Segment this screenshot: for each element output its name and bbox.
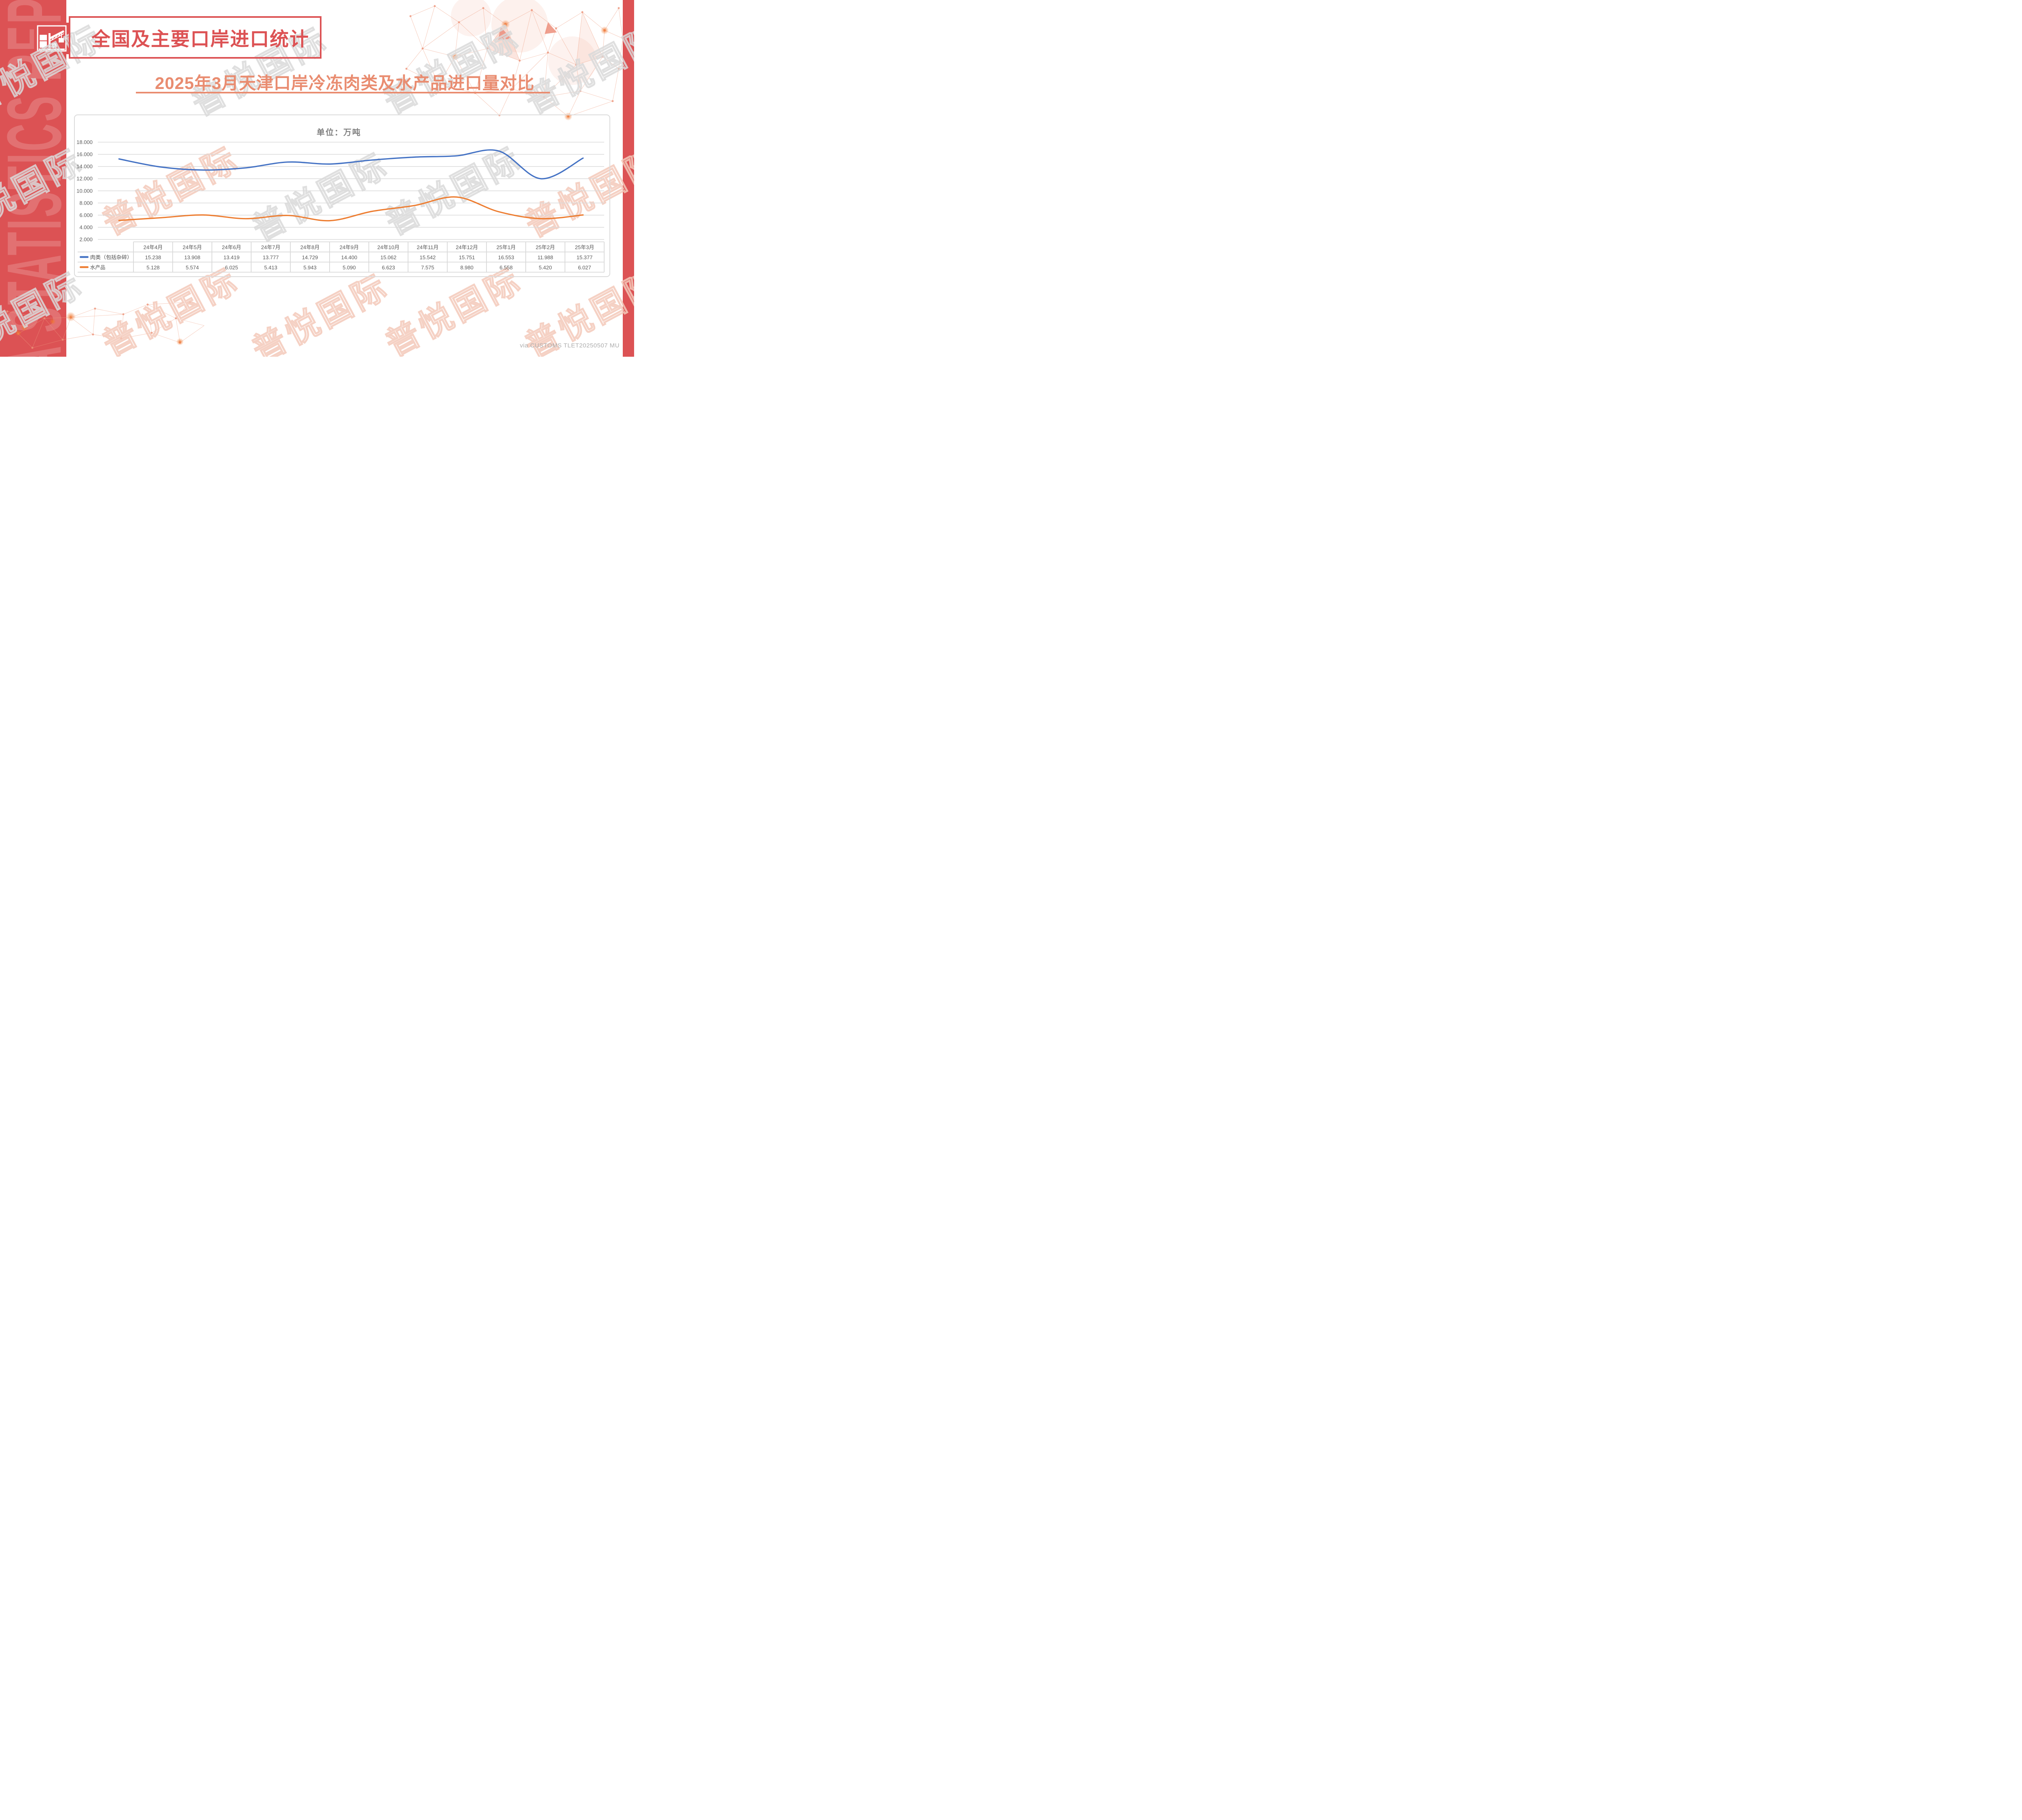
table-value-cell: 5.574 bbox=[186, 265, 199, 271]
table-header-cell: 25年2月 bbox=[536, 244, 555, 250]
chart-subtitle: 2025年3月天津口岸冷冻肉类及水产品进口量对比 bbox=[155, 74, 535, 93]
table-value-cell: 5.090 bbox=[343, 265, 356, 271]
legend-label: 水产品 bbox=[90, 265, 106, 271]
title-box: 全国及主要口岸进口统计 bbox=[69, 16, 321, 59]
y-axis-label: 16.000 bbox=[76, 151, 93, 157]
table-value-cell: 16.553 bbox=[498, 254, 514, 260]
table-value-cell: 5.943 bbox=[303, 265, 317, 271]
table-value-cell: 5.413 bbox=[264, 265, 277, 271]
table-header-cell: 25年3月 bbox=[575, 244, 594, 250]
legend-label: 肉类（包括杂碎） bbox=[90, 254, 132, 260]
subtitle-underline bbox=[136, 92, 550, 93]
network-mesh-decoration-top-right bbox=[405, 0, 624, 121]
series-line-0 bbox=[118, 149, 584, 180]
y-axis-label: 10.000 bbox=[76, 188, 93, 194]
table-header-cell: 24年8月 bbox=[300, 244, 320, 250]
table-header-cell: 24年12月 bbox=[456, 244, 478, 250]
table-header-cell: 25年1月 bbox=[497, 244, 516, 250]
slide-canvas: DATA STATISTICS REPORT bbox=[0, 0, 634, 357]
y-axis-label: 8.000 bbox=[79, 200, 93, 206]
table-value-cell: 14.729 bbox=[302, 254, 318, 260]
y-axis-label: 12.000 bbox=[76, 176, 93, 182]
y-axis-label: 18.000 bbox=[76, 139, 93, 145]
source-credit: via CUSTOMS TLET20250507 MU bbox=[520, 342, 620, 349]
port-crane-icon bbox=[34, 23, 70, 54]
table-value-cell: 5.420 bbox=[539, 265, 552, 271]
table-value-cell: 15.238 bbox=[145, 254, 161, 260]
table-value-cell: 15.377 bbox=[577, 254, 593, 260]
table-header-cell: 24年6月 bbox=[222, 244, 241, 250]
table-value-cell: 13.419 bbox=[224, 254, 240, 260]
table-value-cell: 13.777 bbox=[263, 254, 279, 260]
chart-panel-background bbox=[74, 114, 610, 277]
table-header-cell: 24年7月 bbox=[261, 244, 281, 250]
table-value-cell: 7.575 bbox=[421, 265, 434, 271]
port-crane-icon-glyph bbox=[37, 25, 67, 52]
y-axis-label: 6.000 bbox=[79, 212, 93, 218]
table-value-cell: 6.558 bbox=[499, 265, 513, 271]
table-value-cell: 13.908 bbox=[184, 254, 201, 260]
right-edge-bar bbox=[623, 0, 634, 357]
page-title: 全国及主要口岸进口统计 bbox=[91, 28, 309, 50]
table-value-cell: 14.400 bbox=[341, 254, 357, 260]
table-header-cell: 24年5月 bbox=[183, 244, 202, 250]
table-header-cell: 24年11月 bbox=[417, 244, 439, 250]
table-header-cell: 24年4月 bbox=[144, 244, 163, 250]
table-value-cell: 8.980 bbox=[460, 265, 474, 271]
table-value-cell: 6.027 bbox=[578, 265, 591, 271]
table-value-cell: 15.062 bbox=[381, 254, 397, 260]
y-axis-label: 4.000 bbox=[79, 224, 93, 230]
watermark-text: 普悦国际 bbox=[519, 18, 634, 121]
table-value-cell: 6.025 bbox=[225, 265, 238, 271]
legend-swatch-1 bbox=[80, 266, 89, 268]
line-chart: 18.000 16.000 14.000 12.000 10.000 8.000 6.000… bbox=[76, 139, 605, 273]
y-axis-label: 2.000 bbox=[79, 237, 93, 243]
table-value-cell: 15.542 bbox=[420, 254, 436, 260]
table-value-cell: 11.988 bbox=[537, 254, 553, 260]
table-header-cell: 24年9月 bbox=[340, 244, 359, 250]
y-axis-label: 14.000 bbox=[76, 163, 93, 169]
left-sidebar: DATA STATISTICS REPORT bbox=[0, 0, 66, 357]
table-value-cell: 6.623 bbox=[382, 265, 395, 271]
chart-unit-label: 单位：万吨 bbox=[317, 128, 361, 137]
table-value-cell: 15.751 bbox=[459, 254, 475, 260]
table-value-cell: 5.128 bbox=[146, 265, 160, 271]
table-header-cell: 24年10月 bbox=[377, 244, 400, 250]
watermark-text: 普悦国际 bbox=[378, 18, 527, 121]
series-line-1 bbox=[118, 196, 584, 222]
title-box-background bbox=[69, 16, 321, 59]
legend-swatch-0 bbox=[80, 256, 89, 258]
